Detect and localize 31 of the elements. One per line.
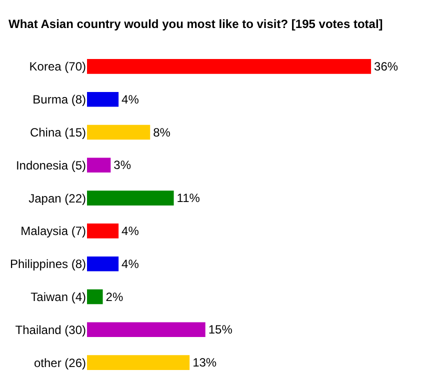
data-label: 13% — [192, 356, 217, 370]
data-label: 11% — [176, 191, 200, 206]
bar — [87, 224, 119, 238]
y-tick-label: Indonesia (5) — [16, 158, 86, 172]
bar — [87, 355, 190, 370]
data-label: 4% — [122, 92, 140, 106]
y-tick-label: Thailand (30) — [15, 322, 86, 337]
y-tick-label: Korea (70) — [29, 60, 86, 74]
bar — [87, 158, 111, 173]
bar — [87, 59, 372, 74]
data-label: 4% — [122, 256, 140, 271]
data-label: 2% — [106, 290, 124, 304]
data-label: 36% — [374, 59, 398, 74]
data-label: 8% — [153, 125, 171, 140]
bar — [87, 190, 174, 206]
bar — [87, 124, 150, 140]
data-label: 15% — [208, 322, 233, 337]
y-tick-label: other (26) — [34, 356, 86, 370]
y-tick-label: China (15) — [30, 125, 86, 140]
bar — [87, 322, 206, 338]
y-tick-label: Taiwan (4) — [30, 290, 86, 304]
y-tick-label: Japan (22) — [28, 191, 86, 206]
data-label: 3% — [114, 158, 132, 172]
y-tick-label: Philippines (8) — [10, 257, 86, 272]
y-tick-label: Burma (8) — [32, 92, 86, 107]
bar — [87, 256, 119, 272]
bar — [87, 92, 119, 107]
bar — [87, 289, 103, 304]
chart-title: What Asian country would you most like to visit? [195 votes total] — [8, 16, 383, 31]
y-tick-label: Malaysia (7) — [20, 224, 86, 238]
data-label: 4% — [122, 224, 140, 238]
